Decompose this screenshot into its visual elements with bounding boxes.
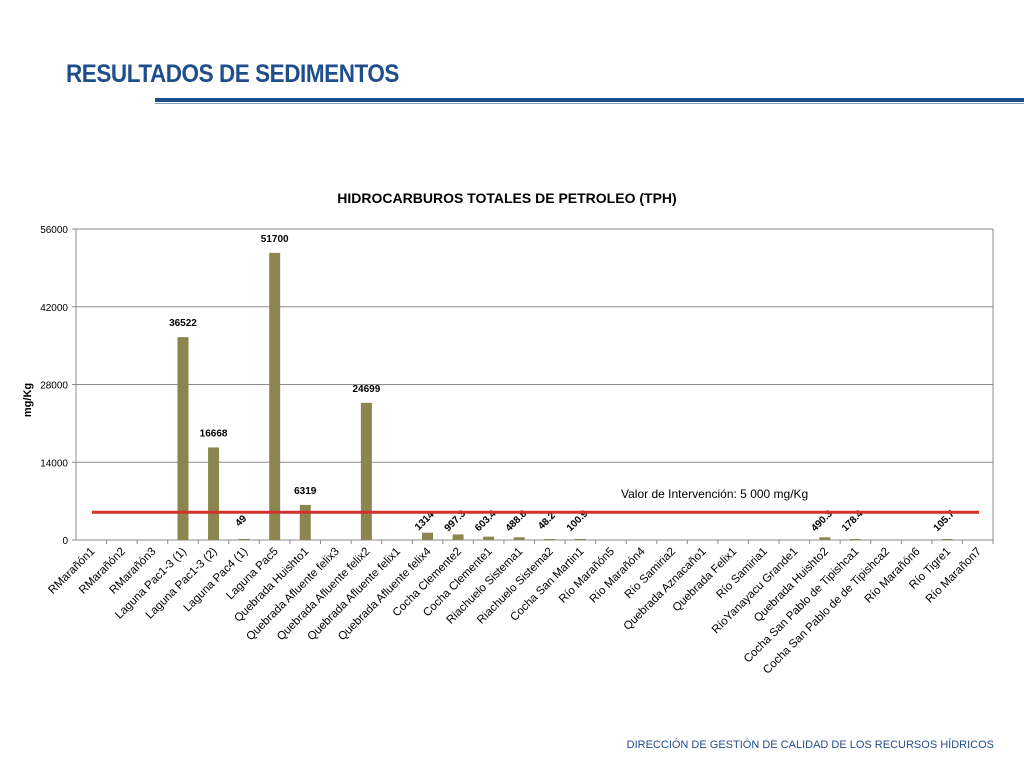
chart-title: HIDROCARBUROS TOTALES DE PETROLEO (TPH) — [337, 190, 676, 206]
bar — [452, 534, 464, 540]
bar — [238, 539, 250, 540]
data-label: 24699 — [352, 384, 380, 395]
slide-title: RESULTADOS DE SEDIMENTOS — [66, 60, 399, 88]
bars — [177, 252, 953, 540]
bar — [513, 537, 525, 540]
reference-line-label: Valor de Intervención: 5 000 mg/Kg — [621, 487, 808, 501]
data-label: 51700 — [261, 234, 289, 245]
footer-text: DIRECCIÓN DE GESTIÓN DE CALIDAD DE LOS R… — [626, 739, 994, 751]
bar — [177, 337, 189, 540]
bar — [299, 504, 311, 540]
bar — [483, 536, 495, 540]
y-tick-label: 28000 — [40, 381, 68, 392]
bar — [849, 539, 861, 540]
bar — [360, 402, 372, 540]
title-rule — [155, 98, 1024, 102]
tph-bar-chart: HIDROCARBUROS TOTALES DE PETROLEO (TPH) … — [22, 190, 994, 677]
y-tick-label: 0 — [62, 536, 68, 547]
bar — [819, 537, 831, 540]
y-tick-label: 56000 — [40, 225, 68, 236]
data-label: 16668 — [200, 428, 228, 439]
axes: 0 14000 28000 42000 56000 — [40, 225, 994, 547]
y-axis-label: mg/Kg — [22, 383, 34, 417]
data-label: 36522 — [169, 318, 197, 329]
bar — [941, 539, 953, 540]
title-rule-thin — [155, 103, 1024, 104]
bar — [422, 532, 434, 540]
bar — [544, 539, 556, 540]
bar — [208, 447, 220, 540]
reference-line-group: Valor de Intervención: 5 000 mg/Kg — [92, 487, 979, 514]
y-tick-label: 14000 — [40, 458, 68, 469]
y-tick-label: 42000 — [40, 303, 68, 314]
bar — [574, 539, 586, 540]
bar — [269, 252, 281, 540]
data-label: 49 — [234, 513, 250, 529]
x-tick-label: Río Marañon7 — [924, 546, 984, 606]
data-label: 6319 — [294, 486, 317, 497]
